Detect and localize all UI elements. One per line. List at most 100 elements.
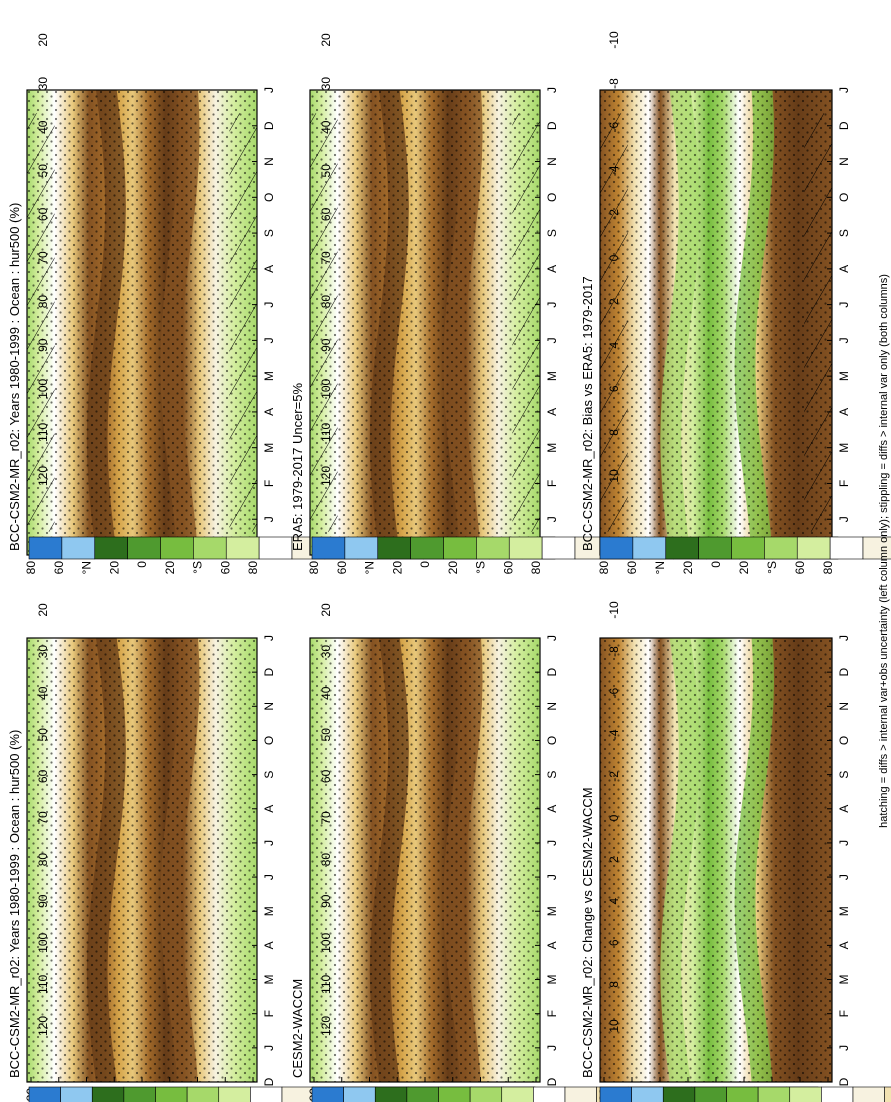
x-tick-label: J (262, 635, 276, 641)
y-tick-label: 80 (529, 561, 543, 575)
x-tick-label: A (262, 265, 276, 273)
colorbar-label: 80 (36, 853, 50, 867)
colorbar-swatch (533, 1086, 566, 1102)
colorbar-swatch (218, 1086, 251, 1102)
x-tick-label: J (837, 87, 851, 93)
x-tick-label: O (545, 193, 559, 202)
colorbar-label: 30 (36, 645, 50, 659)
colorbar-swatch (632, 536, 667, 560)
x-tick-label: S (837, 771, 851, 779)
x-tick-label: D (262, 121, 276, 130)
y-tick-label: 20 (681, 561, 695, 575)
x-tick-label: N (545, 702, 559, 711)
x-tick-label: S (545, 229, 559, 237)
colorbar-swatch (694, 1086, 727, 1102)
colorbar-swatch (829, 536, 864, 560)
colorbar-label: 30 (319, 645, 333, 659)
colorbar-swatch (225, 536, 260, 560)
colorbar-label: 40 (36, 686, 50, 700)
colorbar-label: -6 (607, 122, 621, 133)
y-tick-label: 80 (597, 561, 611, 575)
x-tick-label: J (837, 337, 851, 343)
colorbar-label: 110 (319, 975, 333, 994)
y-tick-label: 20 (737, 561, 751, 575)
colorbar-swatch (631, 1086, 664, 1102)
colorbar-swatch (662, 1086, 696, 1102)
colorbar-swatch (438, 1086, 471, 1102)
x-tick-label: J (262, 840, 276, 846)
panel-change-right: BCC-CSM2-MR_r02: Change vs CESM2-WACCM D J… (580, 601, 891, 1102)
x-tick-label: J (262, 87, 276, 93)
x-tick-label: D (545, 1077, 559, 1086)
colorbar-label: 70 (319, 811, 333, 825)
colorbar-label: 40 (36, 120, 50, 134)
colorbar-label: 60 (319, 769, 333, 783)
x-tick-label: F (545, 480, 559, 487)
colorbar-swatch (94, 536, 128, 560)
y-tick-label: °N (363, 561, 377, 574)
panel-model-left: BCC-CSM2-MR_r02: Years 1980-1999 : Ocean… (7, 33, 556, 574)
x-tick-label: M (545, 975, 559, 985)
y-tick-label: °N (653, 561, 667, 574)
panel-bias-left: BCC-CSM2-MR_r02: Bias vs ERA5: 1979-2017… (580, 31, 891, 574)
x-tick-label: J (837, 635, 851, 641)
colorbar-label: 4 (607, 342, 621, 349)
x-tick-label: N (262, 702, 276, 711)
y-tick-label: 0 (709, 561, 723, 568)
colorbar-label: -10 (607, 31, 621, 49)
colorbar-label: 80 (319, 295, 333, 309)
x-tick-label: A (837, 805, 851, 813)
colorbar-label: 4 (607, 898, 621, 905)
colorbar-label: 30 (36, 77, 50, 91)
panel-obs-left: ERA5: 1979-2017 Uncer=5%DJFMAMJJASONDJ80… (290, 33, 839, 575)
x-tick-label: D (545, 667, 559, 676)
y-tick-label: 0 (418, 561, 432, 568)
x-tick-label: N (837, 702, 851, 711)
x-tick-label: J (545, 516, 559, 522)
stippling (600, 90, 832, 555)
y-tick-label: °S (191, 561, 205, 574)
colorbar-label: 40 (319, 120, 333, 134)
x-tick-label: F (545, 1010, 559, 1017)
panel-title: ERA5: 1979-2017 Uncer=5% (290, 383, 305, 551)
x-tick-label: M (545, 906, 559, 916)
colorbar-swatch (789, 1086, 822, 1102)
x-tick-label: N (262, 157, 276, 166)
stippling (310, 90, 540, 555)
hatching (310, 113, 338, 532)
colorbar-swatch (796, 536, 831, 560)
colorbar-swatch (250, 1086, 283, 1102)
stippling (27, 90, 257, 555)
colorbar-swatch (61, 536, 96, 560)
x-tick-label: J (262, 337, 276, 343)
x-tick-label: J (837, 302, 851, 308)
x-tick-label: J (545, 635, 559, 641)
panel-model-right: BCC-CSM2-MR_r02: Years 1980-1999 : Ocean… (7, 603, 536, 1102)
hatching (804, 113, 832, 532)
colorbar-swatch (28, 1086, 61, 1102)
colorbar-label: 50 (36, 164, 50, 178)
x-tick-label: J (545, 337, 559, 343)
x-tick-label: O (837, 193, 851, 202)
colorbar-label: 90 (36, 894, 50, 908)
colorbar-swatch (193, 536, 227, 560)
x-tick-label: J (837, 516, 851, 522)
colorbar-label: 90 (319, 338, 333, 352)
x-tick-label: A (545, 408, 559, 416)
colorbar-label: 80 (36, 295, 50, 309)
colorbar-swatch (852, 1086, 885, 1102)
colorbar-swatch (91, 1086, 125, 1102)
x-tick-label: A (837, 408, 851, 416)
colorbar-label: 60 (36, 769, 50, 783)
colorbar-label: 100 (36, 932, 50, 952)
y-tick-label: 60 (625, 561, 639, 575)
colorbar-label: 120 (319, 466, 333, 486)
colorbar-label: 120 (319, 1016, 333, 1036)
colorbar-swatch (476, 536, 510, 560)
colorbar-swatch (258, 536, 293, 560)
stippling (600, 638, 832, 1082)
colorbar-swatch (541, 536, 576, 560)
x-tick-label: F (837, 1010, 851, 1017)
colorbar-label: 90 (319, 894, 333, 908)
x-tick-label: D (837, 121, 851, 130)
